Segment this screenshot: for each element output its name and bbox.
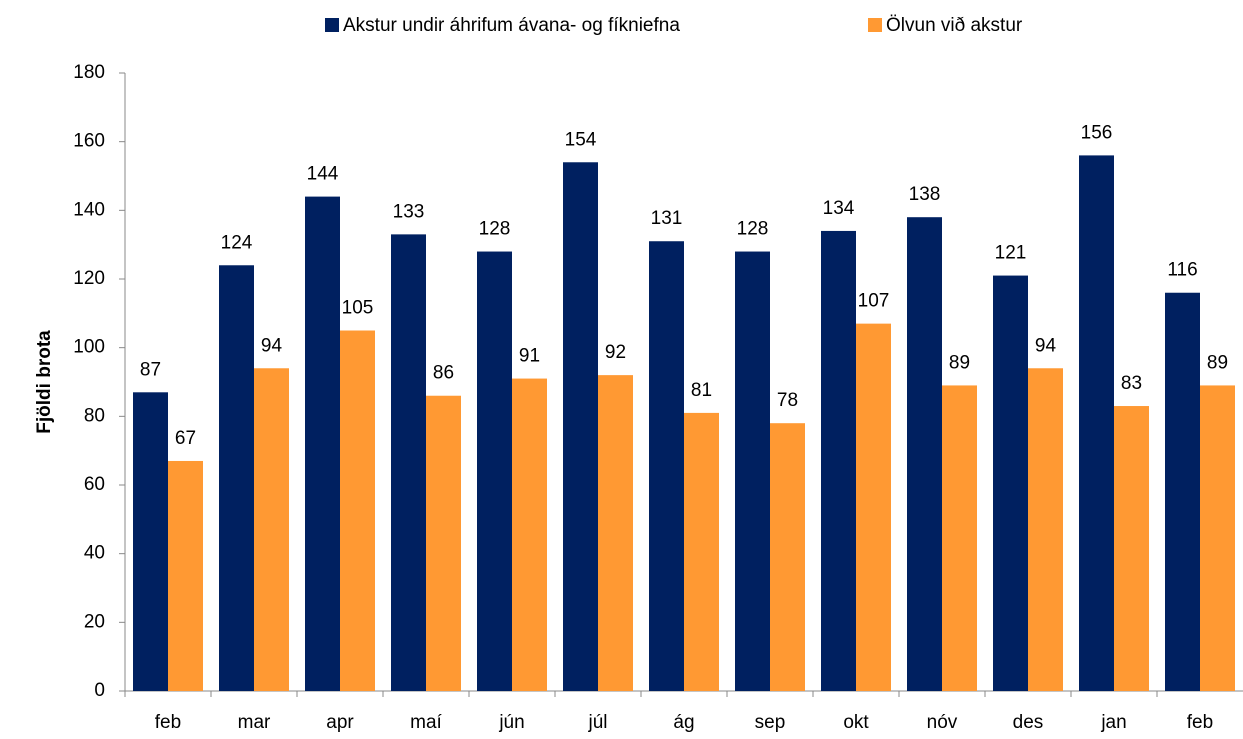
bar xyxy=(942,385,977,691)
bar xyxy=(1165,292,1200,691)
y-tick-label: 20 xyxy=(84,611,105,632)
data-label: 94 xyxy=(1035,335,1057,356)
y-axis-label: Fjöldi brota xyxy=(34,330,55,434)
bar xyxy=(1200,385,1235,691)
y-tick-label: 180 xyxy=(73,62,105,83)
x-tick-label: feb xyxy=(1187,712,1213,733)
legend-label: Ölvun við akstur xyxy=(886,15,1023,36)
bar xyxy=(168,460,203,691)
x-tick-label: apr xyxy=(326,712,354,733)
bar xyxy=(340,330,375,691)
x-tick-label: feb xyxy=(155,712,181,733)
y-tick-label: 160 xyxy=(73,131,105,152)
y-tick-label: 40 xyxy=(84,543,105,564)
x-tick-label: jan xyxy=(1100,712,1126,733)
bar xyxy=(477,251,512,692)
data-label: 154 xyxy=(565,129,597,150)
bar xyxy=(856,323,891,691)
bar xyxy=(684,412,719,691)
data-label: 105 xyxy=(342,298,374,319)
data-label: 81 xyxy=(691,380,712,401)
bar xyxy=(426,395,461,691)
x-tick-label: ág xyxy=(673,712,694,733)
y-tick-label: 100 xyxy=(73,337,105,358)
data-label: 144 xyxy=(307,164,339,185)
x-tick-label: maí xyxy=(410,712,442,733)
x-tick-label: des xyxy=(1013,712,1044,733)
bar xyxy=(305,196,340,691)
bar xyxy=(254,368,289,691)
data-label: 89 xyxy=(1207,352,1228,373)
data-label: 138 xyxy=(909,184,941,205)
y-tick-label: 0 xyxy=(94,680,105,701)
data-label: 92 xyxy=(605,342,626,363)
data-label: 107 xyxy=(858,291,890,312)
bar xyxy=(993,275,1028,691)
y-tick-label: 80 xyxy=(84,405,105,426)
bar xyxy=(598,375,633,691)
data-label: 156 xyxy=(1081,122,1113,143)
data-label: 131 xyxy=(651,208,683,229)
data-label: 87 xyxy=(140,359,161,380)
legend-swatch xyxy=(325,18,339,32)
data-label: 124 xyxy=(221,232,253,253)
data-label: 86 xyxy=(433,363,454,384)
bar xyxy=(1114,406,1149,691)
data-label: 94 xyxy=(261,335,283,356)
bar xyxy=(133,392,168,691)
data-label: 133 xyxy=(393,201,425,222)
bar xyxy=(512,378,547,691)
data-label: 89 xyxy=(949,352,970,373)
bar xyxy=(649,241,684,691)
data-label: 78 xyxy=(777,390,798,411)
x-tick-label: nóv xyxy=(927,712,958,733)
data-label: 116 xyxy=(1167,260,1197,281)
bar xyxy=(735,251,770,692)
legend-swatch xyxy=(868,18,882,32)
bar xyxy=(907,217,942,691)
data-label: 67 xyxy=(175,428,196,449)
y-tick-label: 120 xyxy=(73,268,105,289)
data-label: 91 xyxy=(519,346,540,367)
bar xyxy=(770,423,805,691)
data-label: 128 xyxy=(737,219,769,240)
y-tick-label: 60 xyxy=(84,474,105,495)
bar xyxy=(1079,155,1114,691)
data-label: 128 xyxy=(479,219,511,240)
data-label: 134 xyxy=(823,198,855,219)
bar xyxy=(821,230,856,691)
x-tick-label: jún xyxy=(498,712,524,733)
x-tick-label: júl xyxy=(587,712,607,733)
bar xyxy=(563,162,598,691)
bar xyxy=(1028,368,1063,691)
x-tick-label: okt xyxy=(843,712,869,733)
bar xyxy=(219,265,254,691)
data-label: 121 xyxy=(995,243,1027,264)
bar xyxy=(391,234,426,691)
data-label: 83 xyxy=(1121,373,1142,394)
x-tick-label: sep xyxy=(755,712,786,733)
x-tick-label: mar xyxy=(238,712,271,733)
legend-label: Akstur undir áhrifum ávana- og fíkniefna xyxy=(343,15,680,36)
y-tick-label: 140 xyxy=(73,199,105,220)
